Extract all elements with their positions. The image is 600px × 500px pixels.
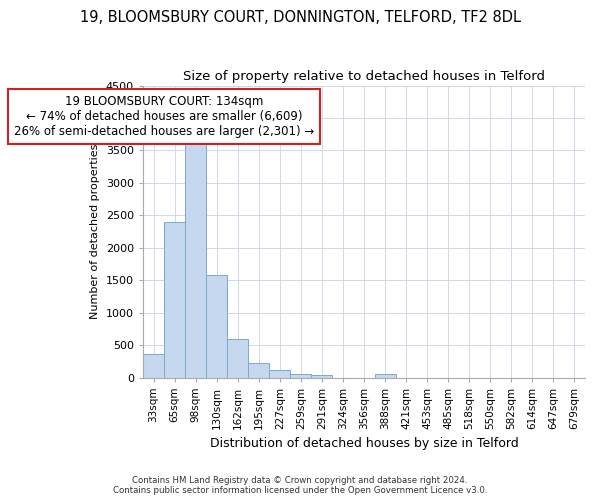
Bar [164, 222, 185, 378]
Bar [206, 275, 227, 378]
Bar [374, 374, 395, 378]
Bar [185, 142, 206, 378]
Text: 19, BLOOMSBURY COURT, DONNINGTON, TELFORD, TF2 8DL: 19, BLOOMSBURY COURT, DONNINGTON, TELFOR… [79, 10, 521, 25]
Title: Size of property relative to detached houses in Telford: Size of property relative to detached ho… [183, 70, 545, 83]
Y-axis label: Number of detached properties: Number of detached properties [90, 144, 100, 319]
Bar [143, 354, 164, 378]
Bar [269, 370, 290, 378]
Text: Contains HM Land Registry data © Crown copyright and database right 2024.
Contai: Contains HM Land Registry data © Crown c… [113, 476, 487, 495]
Bar [290, 374, 311, 378]
X-axis label: Distribution of detached houses by size in Telford: Distribution of detached houses by size … [209, 437, 518, 450]
Text: 19 BLOOMSBURY COURT: 134sqm
← 74% of detached houses are smaller (6,609)
26% of : 19 BLOOMSBURY COURT: 134sqm ← 74% of det… [14, 96, 314, 138]
Bar [248, 362, 269, 378]
Bar [311, 375, 332, 378]
Bar [227, 338, 248, 378]
